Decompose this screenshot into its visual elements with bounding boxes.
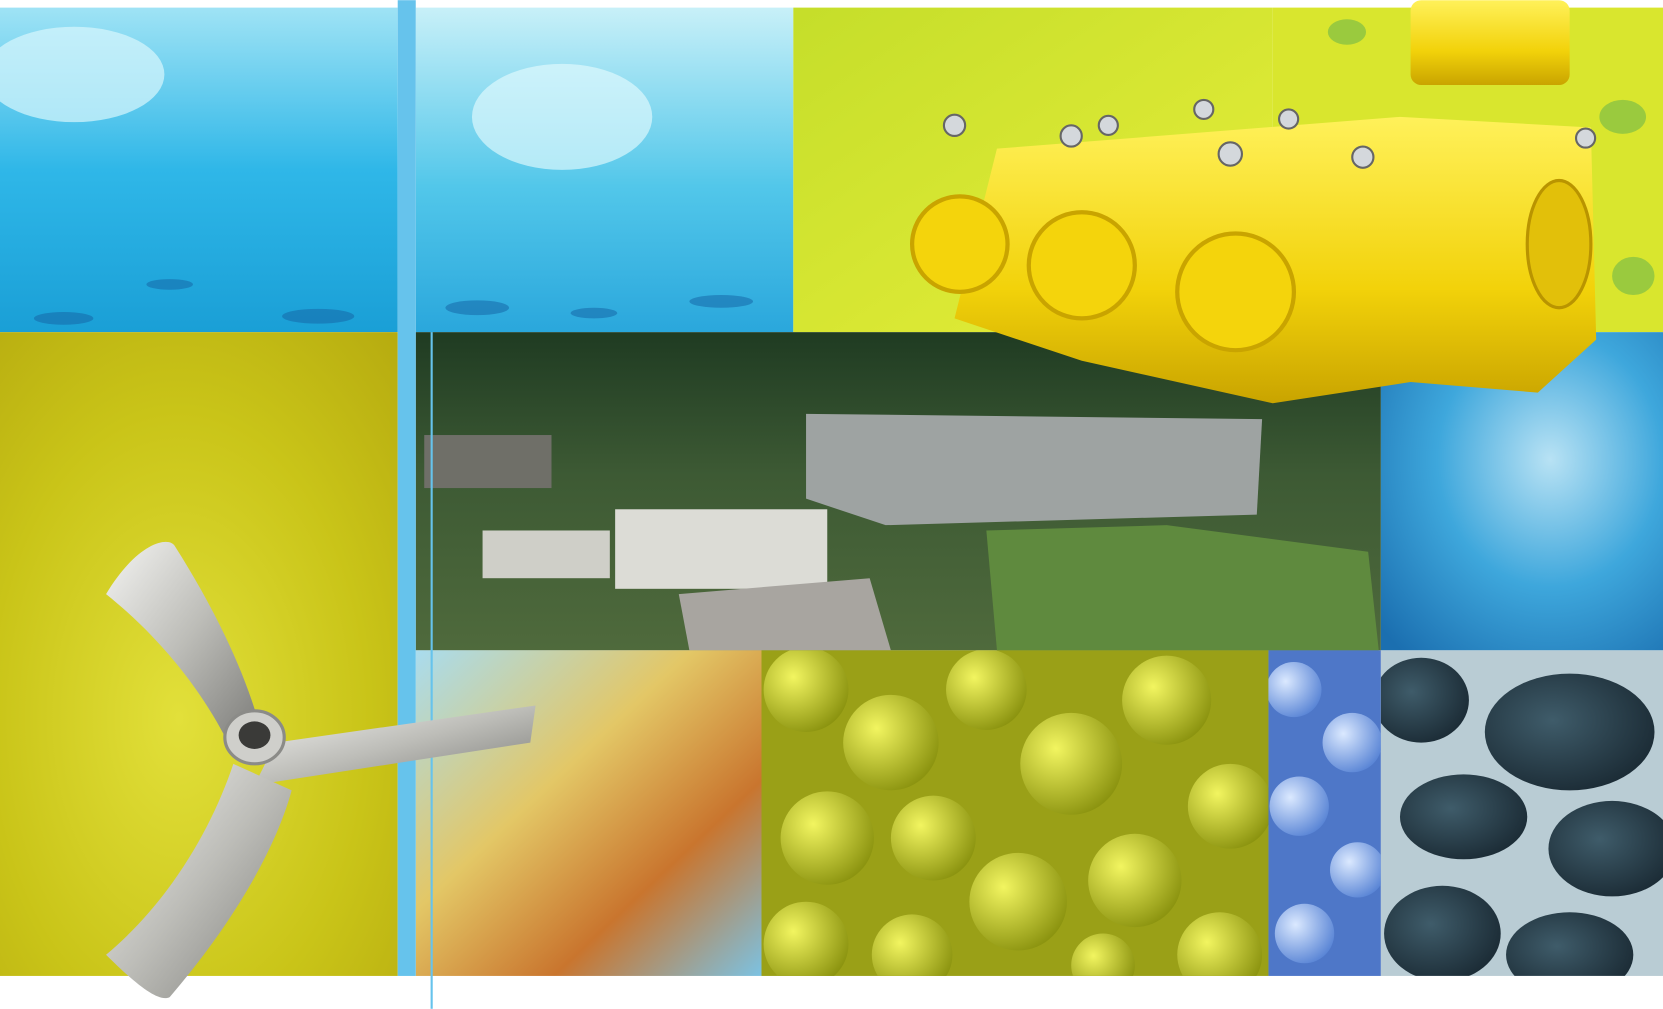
blue-line <box>430 332 433 1009</box>
water-drop <box>471 63 653 170</box>
blue-stripe <box>397 0 416 976</box>
water-drops <box>33 279 754 325</box>
map-photo <box>415 650 762 976</box>
water-photo-right <box>415 7 794 333</box>
yellow-spheres <box>763 650 1269 976</box>
blue-spheres <box>1268 662 1381 964</box>
lime-spots <box>1327 19 1655 296</box>
water-drop <box>0 26 165 123</box>
rocks <box>1380 657 1663 976</box>
propeller <box>106 541 536 999</box>
factory-buildings <box>424 413 1379 651</box>
pump <box>909 0 1597 404</box>
